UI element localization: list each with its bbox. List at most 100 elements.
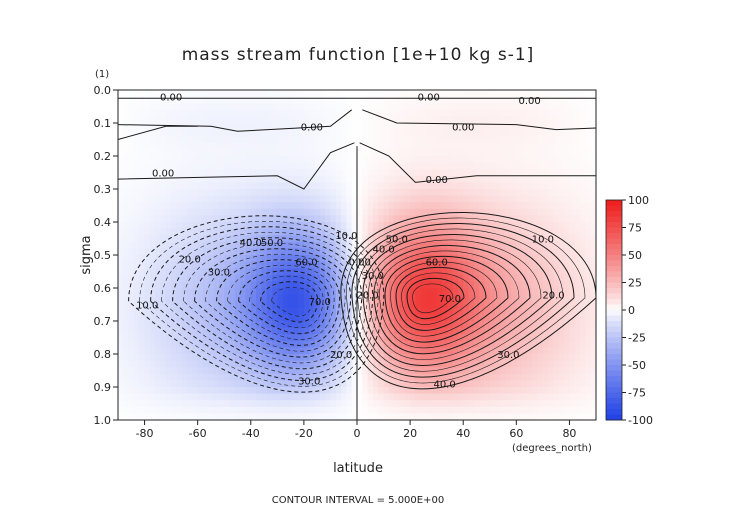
heatmap-cell: [532, 360, 539, 368]
heatmap-cell: [516, 327, 523, 335]
heatmap-cell: [155, 387, 162, 395]
heatmap-cell: [441, 373, 448, 381]
heatmap-cell: [447, 406, 454, 414]
heatmap-cell: [325, 162, 332, 170]
heatmap-cell: [410, 149, 417, 157]
heatmap-cell: [234, 142, 241, 150]
heatmap-cell: [372, 109, 379, 117]
heatmap-cell: [346, 109, 353, 117]
heatmap-cell: [436, 149, 443, 157]
heatmap-cell: [229, 307, 236, 315]
heatmap-cell: [436, 406, 443, 414]
heatmap-cell: [404, 156, 411, 164]
contour-label: 70.0: [439, 294, 461, 305]
colorbar-segment: [606, 337, 622, 344]
heatmap-cell: [436, 327, 443, 335]
heatmap-cell: [229, 189, 236, 197]
heatmap-cell: [580, 347, 586, 355]
heatmap-cell: [500, 123, 507, 131]
heatmap-cell: [580, 380, 586, 388]
heatmap-cell: [548, 189, 555, 197]
heatmap-cell: [585, 215, 592, 223]
heatmap-cell: [399, 162, 406, 170]
heatmap-cell: [394, 387, 401, 395]
heatmap-cell: [277, 136, 284, 144]
heatmap-cell: [590, 261, 597, 269]
heatmap-cell: [282, 248, 289, 256]
heatmap-cell: [372, 182, 379, 190]
heatmap-cell: [160, 314, 167, 322]
heatmap-cell: [473, 288, 480, 296]
heatmap-cell: [293, 142, 300, 150]
heatmap-cell: [229, 195, 236, 203]
heatmap-cell: [165, 156, 172, 164]
y-tick-label: 0.0: [94, 84, 112, 97]
heatmap-cell: [309, 162, 316, 170]
heatmap-cell: [441, 268, 448, 276]
heatmap-cell: [165, 380, 172, 388]
heatmap-cell: [590, 142, 597, 150]
heatmap-cell: [192, 142, 199, 150]
heatmap-cell: [314, 334, 321, 342]
heatmap-cell: [420, 387, 427, 395]
heatmap-cell: [569, 109, 576, 117]
heatmap-cell: [394, 123, 401, 131]
heatmap-cell: [362, 96, 369, 104]
heatmap-cell: [165, 195, 172, 203]
heatmap-cell: [319, 288, 326, 296]
heatmap-cell: [149, 274, 156, 282]
heatmap-cell: [234, 321, 241, 329]
heatmap-cell: [240, 294, 247, 302]
heatmap-cell: [489, 142, 496, 150]
heatmap-cell: [457, 162, 464, 170]
heatmap-cell: [298, 241, 305, 249]
heatmap-cell: [457, 373, 464, 381]
heatmap-cell: [484, 393, 491, 401]
heatmap-cell: [521, 116, 528, 124]
heatmap-cell: [202, 314, 209, 322]
heatmap-cell: [511, 90, 517, 98]
heatmap-cell: [224, 162, 231, 170]
heatmap-cell: [341, 327, 347, 335]
heatmap-cell: [457, 149, 464, 157]
heatmap-cell: [548, 208, 555, 216]
heatmap-cell: [240, 149, 247, 157]
heatmap-cell: [176, 373, 183, 381]
heatmap-cell: [484, 136, 491, 144]
heatmap-cell: [123, 393, 130, 401]
heatmap-cell: [574, 387, 581, 395]
heatmap-cell: [479, 367, 486, 375]
heatmap-cell: [330, 90, 337, 98]
heatmap-cell: [468, 380, 475, 388]
heatmap-cell: [388, 255, 395, 263]
heatmap-cell: [410, 235, 417, 243]
heatmap-cell: [314, 340, 321, 348]
heatmap-cell: [362, 307, 369, 315]
heatmap-cell: [171, 90, 178, 98]
heatmap-cell: [165, 116, 172, 124]
heatmap-cell: [590, 123, 597, 131]
heatmap-cell: [532, 255, 539, 263]
heatmap-cell: [330, 123, 337, 131]
heatmap-cell: [303, 162, 310, 170]
heatmap-cell: [521, 162, 528, 170]
heatmap-cell: [144, 169, 151, 177]
heatmap-cell: [415, 354, 422, 362]
heatmap-cell: [176, 307, 183, 315]
heatmap-cell: [325, 136, 332, 144]
heatmap-cell: [372, 96, 379, 104]
heatmap-cell: [532, 274, 539, 282]
heatmap-cell: [399, 116, 406, 124]
heatmap-cell: [516, 354, 523, 362]
heatmap-cell: [224, 321, 231, 329]
heatmap-cell: [569, 90, 576, 98]
heatmap-cell: [473, 400, 480, 408]
heatmap-cell: [378, 175, 385, 183]
heatmap-cell: [218, 96, 225, 104]
heatmap-cell: [309, 307, 316, 315]
heatmap-cell: [176, 189, 183, 197]
heatmap-cell: [341, 373, 347, 381]
heatmap-cell: [436, 189, 443, 197]
heatmap-cell: [362, 255, 369, 263]
heatmap-cell: [309, 222, 316, 230]
